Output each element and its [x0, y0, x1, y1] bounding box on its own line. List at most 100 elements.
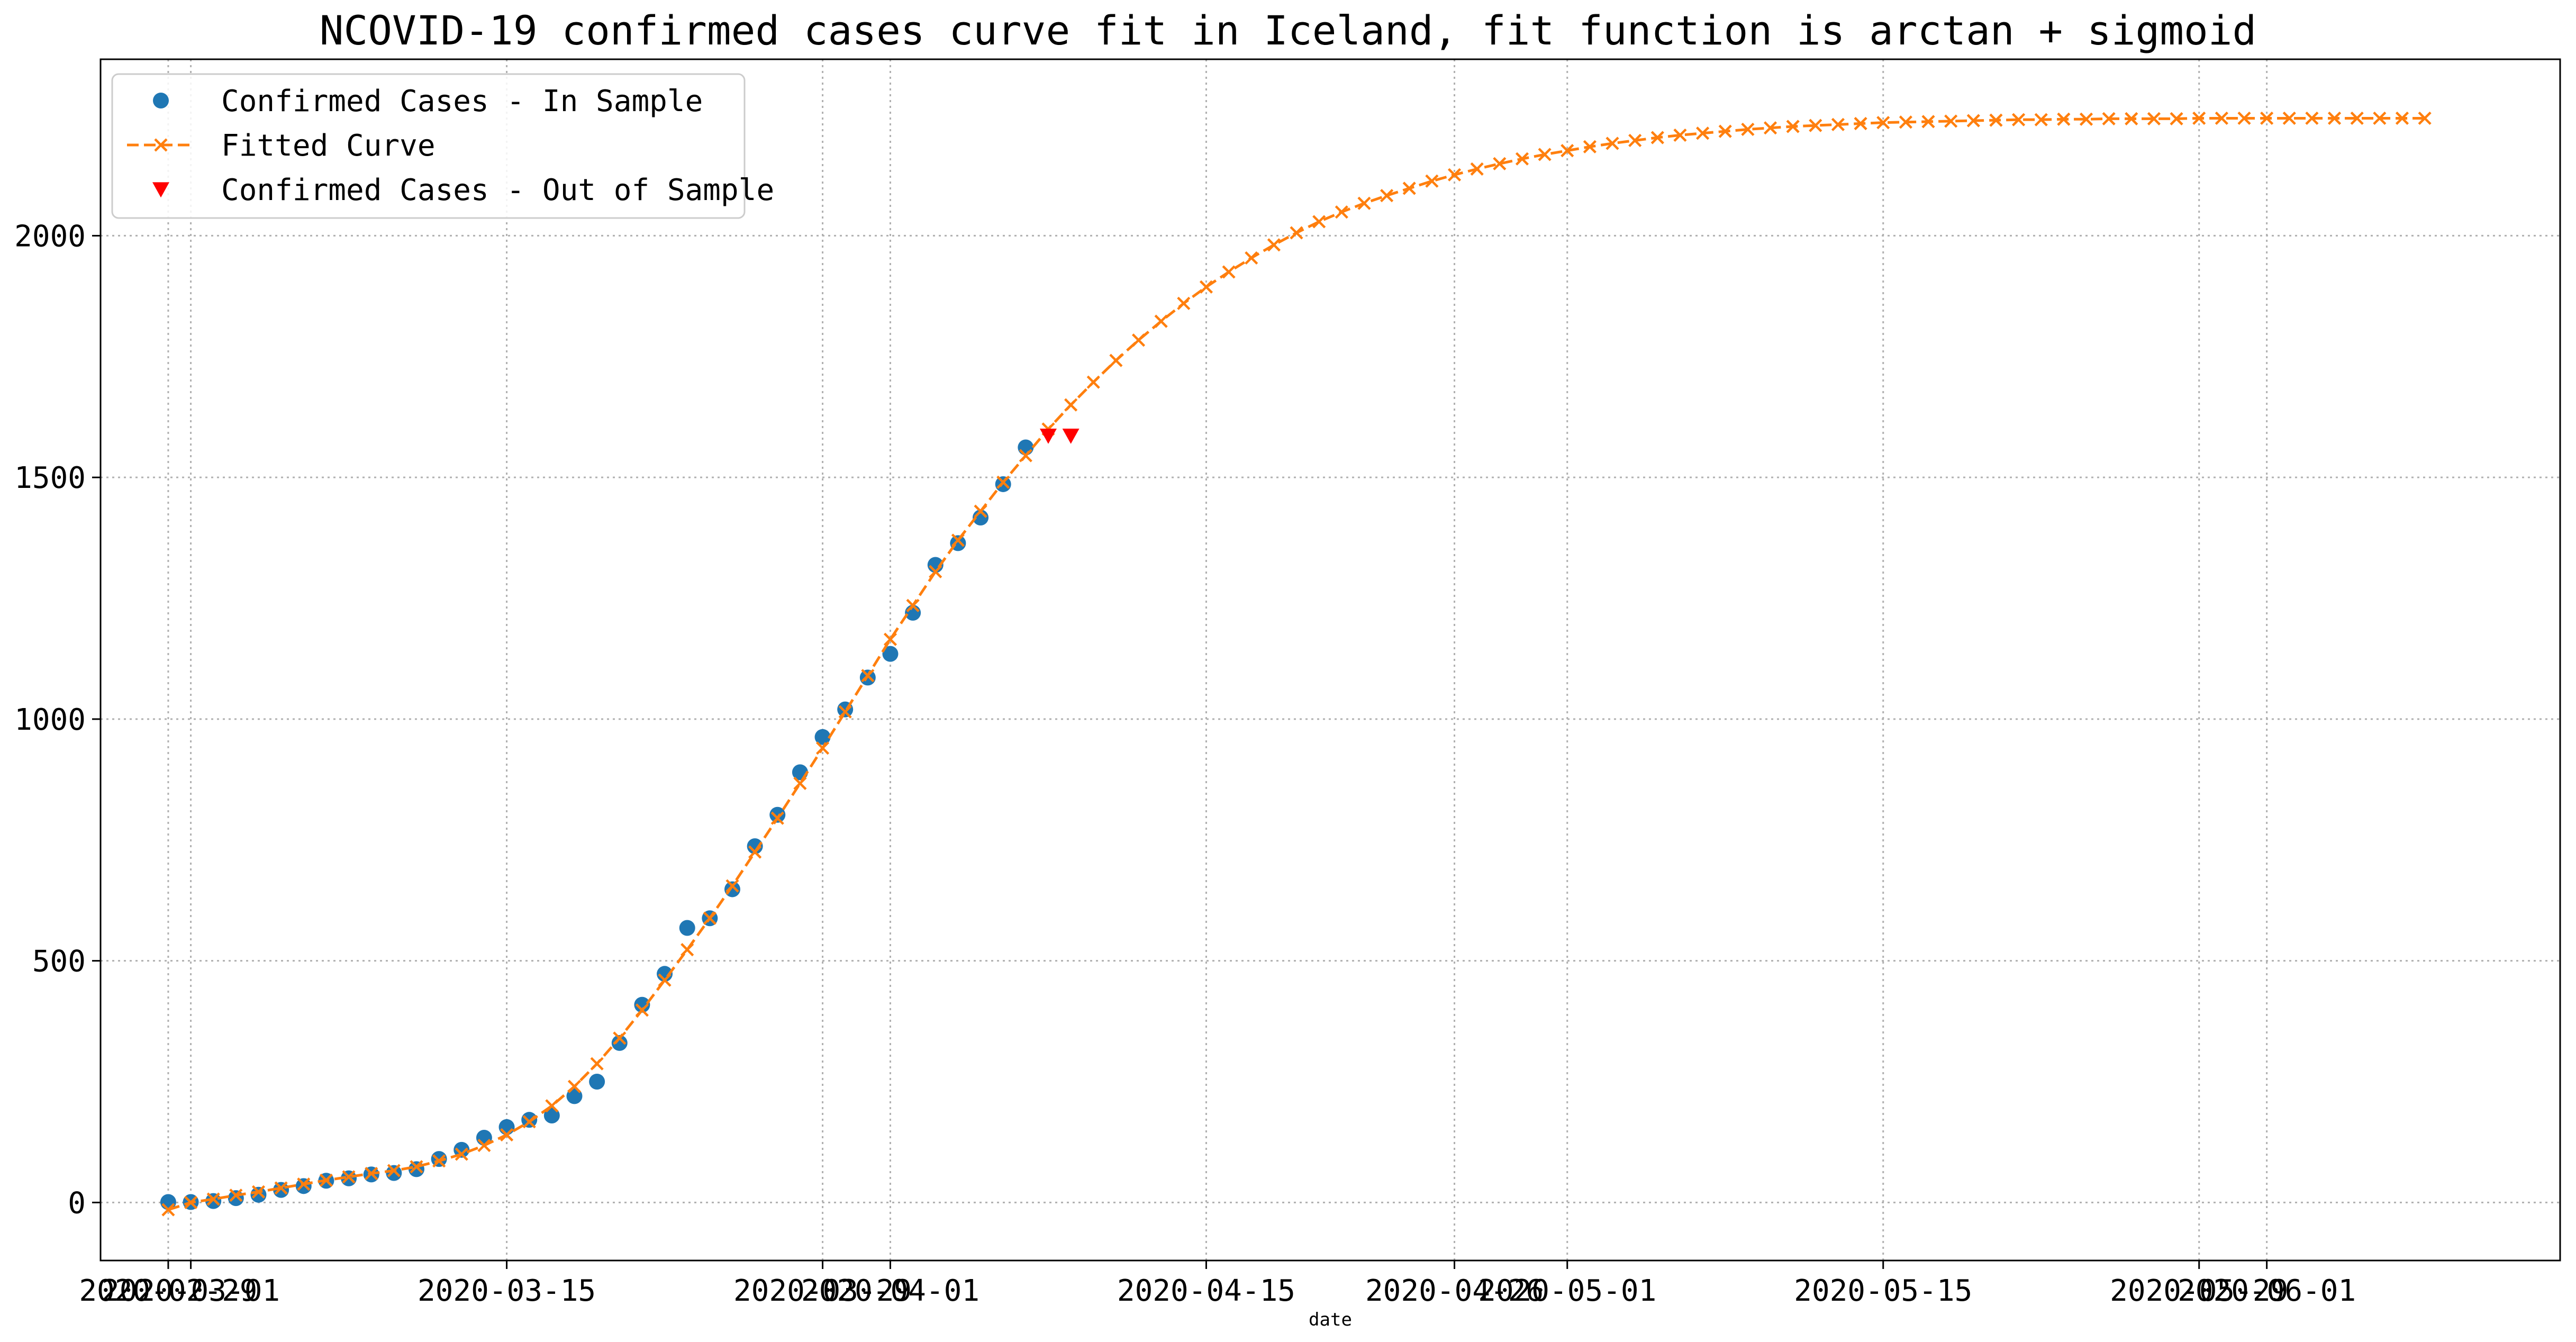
fitted-point	[545, 1099, 559, 1113]
fitted-point	[1357, 196, 1371, 210]
fitted-point	[974, 504, 987, 518]
fitted-point	[1245, 251, 1258, 265]
in-sample-point	[882, 646, 899, 662]
fitted-point	[1876, 116, 1890, 130]
fitted-point	[613, 1031, 627, 1045]
fitted-point	[1493, 157, 1507, 170]
fitted-point	[161, 1203, 175, 1217]
fitted-point	[2125, 112, 2138, 125]
fitted-point	[432, 1154, 446, 1168]
fitted-point	[1718, 124, 1732, 138]
fitted-point	[410, 1160, 423, 1174]
legend-label: Fitted Curve	[221, 129, 436, 163]
legend-marker-triangle	[152, 182, 169, 198]
fitted-point	[2034, 113, 2048, 126]
x-tick-label: 2020-05-15	[1794, 1274, 1972, 1308]
in-sample-point	[273, 1182, 289, 1198]
x-tick-label: 2020-03-29	[733, 1274, 912, 1308]
fitted-point	[2102, 112, 2116, 125]
in-sample-point	[543, 1107, 560, 1123]
in-sample-point	[769, 806, 786, 823]
fitted-point	[1628, 133, 1642, 148]
fitted-point	[2395, 111, 2409, 125]
fitted-point	[2079, 112, 2093, 126]
in-sample-point	[679, 920, 695, 936]
x-tick-label: 2020-03-15	[418, 1274, 596, 1308]
x-tick-label: 2020-05-29	[2110, 1274, 2288, 1308]
in-sample-point	[634, 996, 650, 1013]
fitted-point	[1606, 137, 1619, 150]
out-of-sample-point	[1062, 429, 1080, 444]
y-tick-label: 0	[68, 1186, 86, 1220]
x-tick-label: 2020-06-01	[2178, 1274, 2356, 1308]
fitted-point	[2373, 111, 2387, 125]
plot-data	[160, 111, 2432, 1217]
fitted-point	[770, 811, 784, 825]
fitted-point	[229, 1189, 243, 1202]
fitted-point	[1921, 115, 1935, 129]
fitted-point	[1583, 140, 1597, 153]
fitted-point	[2170, 112, 2183, 125]
in-sample-point	[205, 1193, 222, 1209]
fitted-point	[500, 1128, 514, 1142]
fitted-point	[2260, 111, 2274, 125]
in-sample-point	[566, 1088, 583, 1104]
fitted-point	[2011, 113, 2026, 126]
in-sample-point	[814, 729, 831, 745]
fitted-point	[1312, 215, 1326, 229]
fitted-point	[522, 1115, 536, 1129]
chart-title: NCOVID-19 confirmed cases curve fit in I…	[320, 7, 2256, 54]
fitted-point	[251, 1185, 266, 1199]
fitted-point	[793, 776, 807, 790]
fitted-point	[1538, 148, 1552, 161]
fitted-point	[906, 599, 920, 612]
fitted-point	[1763, 121, 1777, 135]
x-tick-label: 2020-04-26	[1365, 1274, 1544, 1308]
fitted-point	[951, 533, 965, 547]
legend-item-in-sample: Confirmed Cases - In Sample	[153, 84, 703, 119]
y-tick-label: 1500	[14, 461, 86, 495]
fitted-point	[2418, 111, 2432, 125]
fitted-point	[1199, 280, 1213, 294]
fitted-point	[1831, 117, 1845, 131]
fitted-point	[1854, 116, 1867, 131]
fitted-point	[1470, 162, 1484, 176]
fitted-point	[635, 1003, 649, 1017]
fitted-point	[2350, 111, 2364, 125]
legend: Confirmed Cases - In Sample Fitted Curve C…	[111, 73, 774, 219]
fitted-point	[1019, 449, 1032, 463]
y-tick-label: 500	[32, 945, 86, 979]
in-sample-point	[1018, 439, 1034, 456]
fitted-point	[838, 705, 852, 719]
fitted-point	[2305, 111, 2319, 125]
fitted-point	[477, 1138, 491, 1153]
legend-frame	[111, 73, 746, 219]
fitted-point	[681, 943, 694, 957]
in-sample-point	[498, 1119, 515, 1135]
legend-label: Confirmed Cases - In Sample	[221, 84, 703, 119]
in-sample-point	[747, 838, 763, 855]
fitted-point	[1899, 115, 1912, 129]
series-out-of-sample	[1039, 429, 1080, 444]
fitted-point	[1086, 375, 1100, 389]
fitted-point	[319, 1173, 333, 1187]
legend-item-fitted: Fitted Curve	[127, 129, 436, 163]
x-tick-label: 2020-02-29	[79, 1274, 257, 1308]
plot-area-frame	[99, 58, 2561, 1262]
fitted-point	[1335, 205, 1348, 219]
fitted-point	[1966, 114, 1980, 128]
grid-lines	[101, 59, 2560, 1261]
fitted-point	[1696, 126, 1710, 140]
legend-marker-x	[154, 138, 168, 152]
y-tick-label: 2000	[14, 219, 86, 253]
fitted-point	[1267, 238, 1281, 252]
in-sample-point	[589, 1074, 605, 1090]
in-sample-point	[611, 1035, 628, 1051]
fitted-point	[2057, 112, 2071, 126]
fitted-point	[1989, 113, 2003, 127]
in-sample-point	[295, 1178, 312, 1194]
fitted-point	[861, 669, 875, 683]
in-sample-point	[228, 1190, 244, 1207]
